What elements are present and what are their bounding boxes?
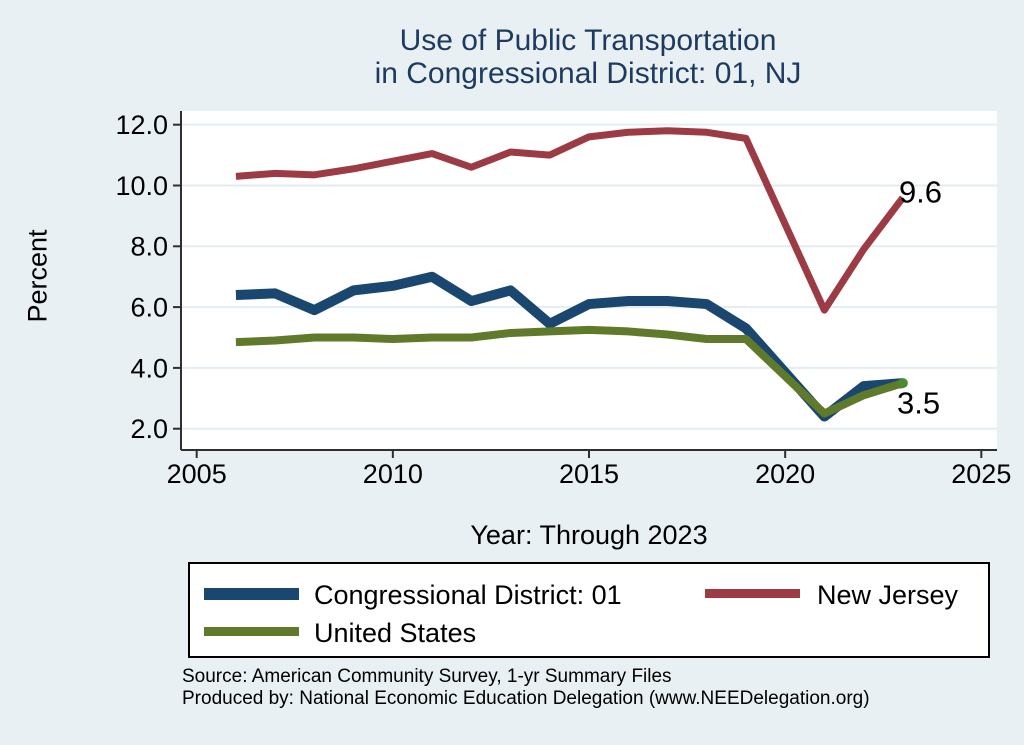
- series-line-united-states: [235, 325, 905, 418]
- y-tick-label-6.0: 6.0: [130, 293, 168, 323]
- end-marker-united-states: [897, 378, 908, 389]
- x-tick-label-2020: 2020: [755, 459, 815, 489]
- source-line: Source: American Community Survey, 1-yr …: [182, 666, 672, 687]
- source-note: Source: American Community Survey, 1-yr …: [182, 666, 1002, 710]
- legend-swatch-congressional-district-01: [204, 588, 299, 600]
- plot-area: [181, 111, 997, 450]
- chart-title-line1: Use of Public Transportation: [399, 24, 777, 57]
- chart-title-line2: in Congressional District: 01, NJ: [374, 57, 802, 90]
- series-line-congressional-district-01: [235, 271, 904, 422]
- x-tick-label-2025: 2025: [951, 459, 1011, 489]
- produced-by-line: Produced by: National Economic Education…: [182, 688, 870, 709]
- y-tick-label-12.0: 12.0: [115, 110, 168, 140]
- y-tick-label-10.0: 10.0: [115, 171, 168, 201]
- y-tick-label-2.0: 2.0: [130, 414, 168, 444]
- y-tick-label-8.0: 8.0: [130, 232, 168, 262]
- x-tick-label-2015: 2015: [559, 459, 619, 489]
- y-axis-title: Percent: [22, 229, 53, 323]
- x-axis-title: Year: Through 2023: [470, 520, 708, 550]
- annotation-9.6: 9.6: [899, 174, 942, 209]
- legend-label-new-jersey: New Jersey: [817, 580, 959, 610]
- y-tick-label-4.0: 4.0: [130, 353, 168, 383]
- series-line-new-jersey: [235, 127, 906, 314]
- chart-title: Use of Public Transportation in Congress…: [155, 24, 1021, 90]
- x-tick-label-2010: 2010: [363, 459, 423, 489]
- annotation-3.5: 3.5: [897, 385, 940, 420]
- legend-label-congressional-district-01: Congressional District: 01: [314, 580, 622, 610]
- legend: Congressional District: 01 New Jersey Un…: [188, 562, 990, 658]
- legend-label-united-states: United States: [314, 618, 477, 648]
- legend-swatch-united-states: [204, 627, 299, 636]
- legend-swatch-new-jersey: [705, 589, 800, 598]
- x-tick-label-2005: 2005: [167, 459, 227, 489]
